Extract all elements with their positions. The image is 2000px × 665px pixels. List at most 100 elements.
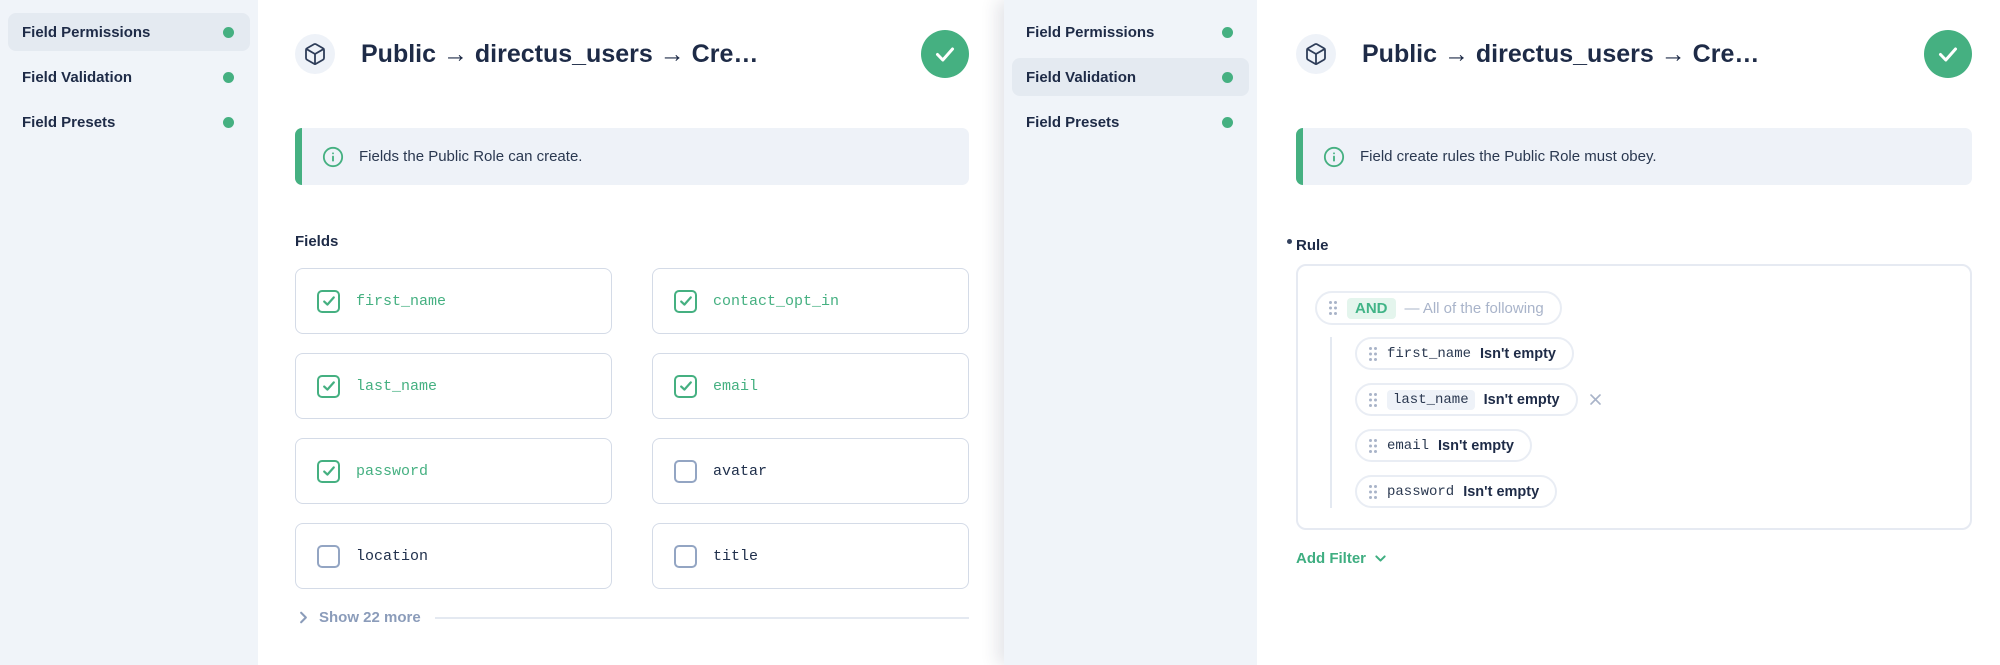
filter-conditions: first_name Isn't empty last_name Isn't e… [1330,337,1950,508]
field-label: last_name [356,377,438,395]
drawer2-header: Public → directus_users → Cre… [1296,30,1972,78]
notice-accent-bar [1296,128,1303,185]
sidebar-item-field-presets[interactable]: Field Presets [1012,103,1249,141]
field-label: title [713,547,759,565]
field-checkbox-contact_opt_in[interactable]: contact_opt_in [652,268,969,334]
info-notice: Field create rules the Public Role must … [1296,128,1972,185]
sidebar-item-field-validation[interactable]: Field Validation [8,58,250,96]
rule-label: Rule [1296,237,1329,254]
chevron-right-icon [295,609,312,626]
filter-group-and[interactable]: AND — All of the following [1315,291,1562,325]
status-dot [223,116,234,128]
status-dot [223,26,234,38]
checkbox-unchecked-icon [317,544,340,568]
logic-operator[interactable]: AND [1347,297,1396,319]
filter-builder: AND — All of the following first_name Is… [1296,264,1972,530]
fields-heading: Fields [295,233,339,250]
status-dot [1222,71,1233,83]
condition-first_name[interactable]: first_name Isn't empty [1355,337,1574,370]
required-dot [1287,239,1292,244]
remove-condition-button[interactable] [1588,392,1603,407]
check-icon [933,42,957,66]
field-checkbox-location[interactable]: location [295,523,612,589]
checkbox-checked-icon [674,289,697,313]
condition-row: email Isn't empty [1355,429,1532,462]
group-description: — All of the following [1404,299,1544,317]
checkbox-checked-icon [674,374,697,398]
condition-row: first_name Isn't empty [1355,337,1574,370]
field-checkbox-email[interactable]: email [652,353,969,419]
drawer-field-validation: Field Permissions Field Validation Field… [1004,0,2000,665]
sidebar-item-field-permissions[interactable]: Field Permissions [1012,13,1249,51]
drawer-field-permissions: Field Permissions Field Validation Field… [0,0,1004,665]
field-label: password [356,462,429,480]
status-dot [223,71,234,83]
sidebar-item-label: Field Presets [1026,113,1120,131]
field-checkbox-avatar[interactable]: avatar [652,438,969,504]
sidebar-item-label: Field Permissions [1026,23,1155,41]
sidebar-item-field-validation[interactable]: Field Validation [1012,58,1249,96]
condition-email[interactable]: email Isn't empty [1355,429,1532,462]
checkbox-checked-icon [317,459,340,483]
condition-operator[interactable]: Isn't empty [1480,345,1556,362]
drawer2-title: Public → directus_users → Cre… [1362,39,1760,68]
notice-text: Field create rules the Public Role must … [1360,148,1657,165]
condition-row: password Isn't empty [1355,475,1558,508]
sidebar-item-field-permissions[interactable]: Field Permissions [8,13,250,51]
condition-operator[interactable]: Isn't empty [1483,391,1560,408]
condition-last_name[interactable]: last_name Isn't empty [1355,383,1578,416]
drawer1-title: Public → directus_users → Cre… [361,39,759,68]
notice-text: Fields the Public Role can create. [359,148,583,165]
show-more-label: Show 22 more [319,609,421,626]
condition-field[interactable]: email [1387,437,1430,454]
add-filter-label: Add Filter [1296,550,1366,567]
fields-grid: first_name contact_opt_in last_name emai… [295,268,969,589]
field-label: email [713,377,759,395]
checkbox-unchecked-icon [674,459,697,483]
drawer2-sidebar: Field Permissions Field Validation Field… [1004,0,1257,665]
divider [434,616,969,619]
field-checkbox-first_name[interactable]: first_name [295,268,612,334]
condition-operator[interactable]: Isn't empty [1438,437,1514,454]
info-icon [322,146,344,168]
condition-field[interactable]: password [1387,483,1455,500]
confirm-button[interactable] [1924,30,1972,78]
box-icon [295,34,335,74]
drag-handle-icon[interactable] [1328,300,1338,316]
field-checkbox-title[interactable]: title [652,523,969,589]
rule-field-label: Rule [1287,237,1972,254]
confirm-button[interactable] [921,30,969,78]
field-label: contact_opt_in [713,292,840,310]
info-notice: Fields the Public Role can create. [295,128,969,185]
drawer2-content: Public → directus_users → Cre… [1257,0,2000,665]
add-filter-button[interactable]: Add Filter [1296,550,1388,567]
drawer1-content: Public → directus_users → Cre… [258,0,1004,665]
sidebar-item-field-presets[interactable]: Field Presets [8,103,250,141]
field-checkbox-password[interactable]: password [295,438,612,504]
drag-handle-icon[interactable] [1368,346,1378,362]
sidebar-item-label: Field Presets [22,113,116,131]
checkbox-checked-icon [317,289,340,313]
condition-field[interactable]: last_name [1387,389,1475,410]
status-dot [1222,116,1233,128]
drag-handle-icon[interactable] [1368,438,1378,454]
check-icon [1936,42,1960,66]
checkbox-unchecked-icon [674,544,697,568]
notice-accent-bar [295,128,302,185]
condition-field[interactable]: first_name [1387,345,1472,362]
condition-password[interactable]: password Isn't empty [1355,475,1558,508]
status-dot [1222,26,1233,38]
field-checkbox-last_name[interactable]: last_name [295,353,612,419]
drag-handle-icon[interactable] [1368,484,1378,500]
chevron-down-icon [1373,551,1388,566]
sidebar-item-label: Field Permissions [22,23,151,41]
box-icon [1296,34,1336,74]
condition-operator[interactable]: Isn't empty [1463,483,1540,500]
field-label: first_name [356,292,447,310]
sidebar-item-label: Field Validation [1026,68,1137,86]
sidebar-item-label: Field Validation [22,68,133,86]
drawer1-sidebar: Field Permissions Field Validation Field… [0,0,258,665]
drag-handle-icon[interactable] [1368,392,1378,408]
show-more-toggle[interactable]: Show 22 more [295,609,969,626]
